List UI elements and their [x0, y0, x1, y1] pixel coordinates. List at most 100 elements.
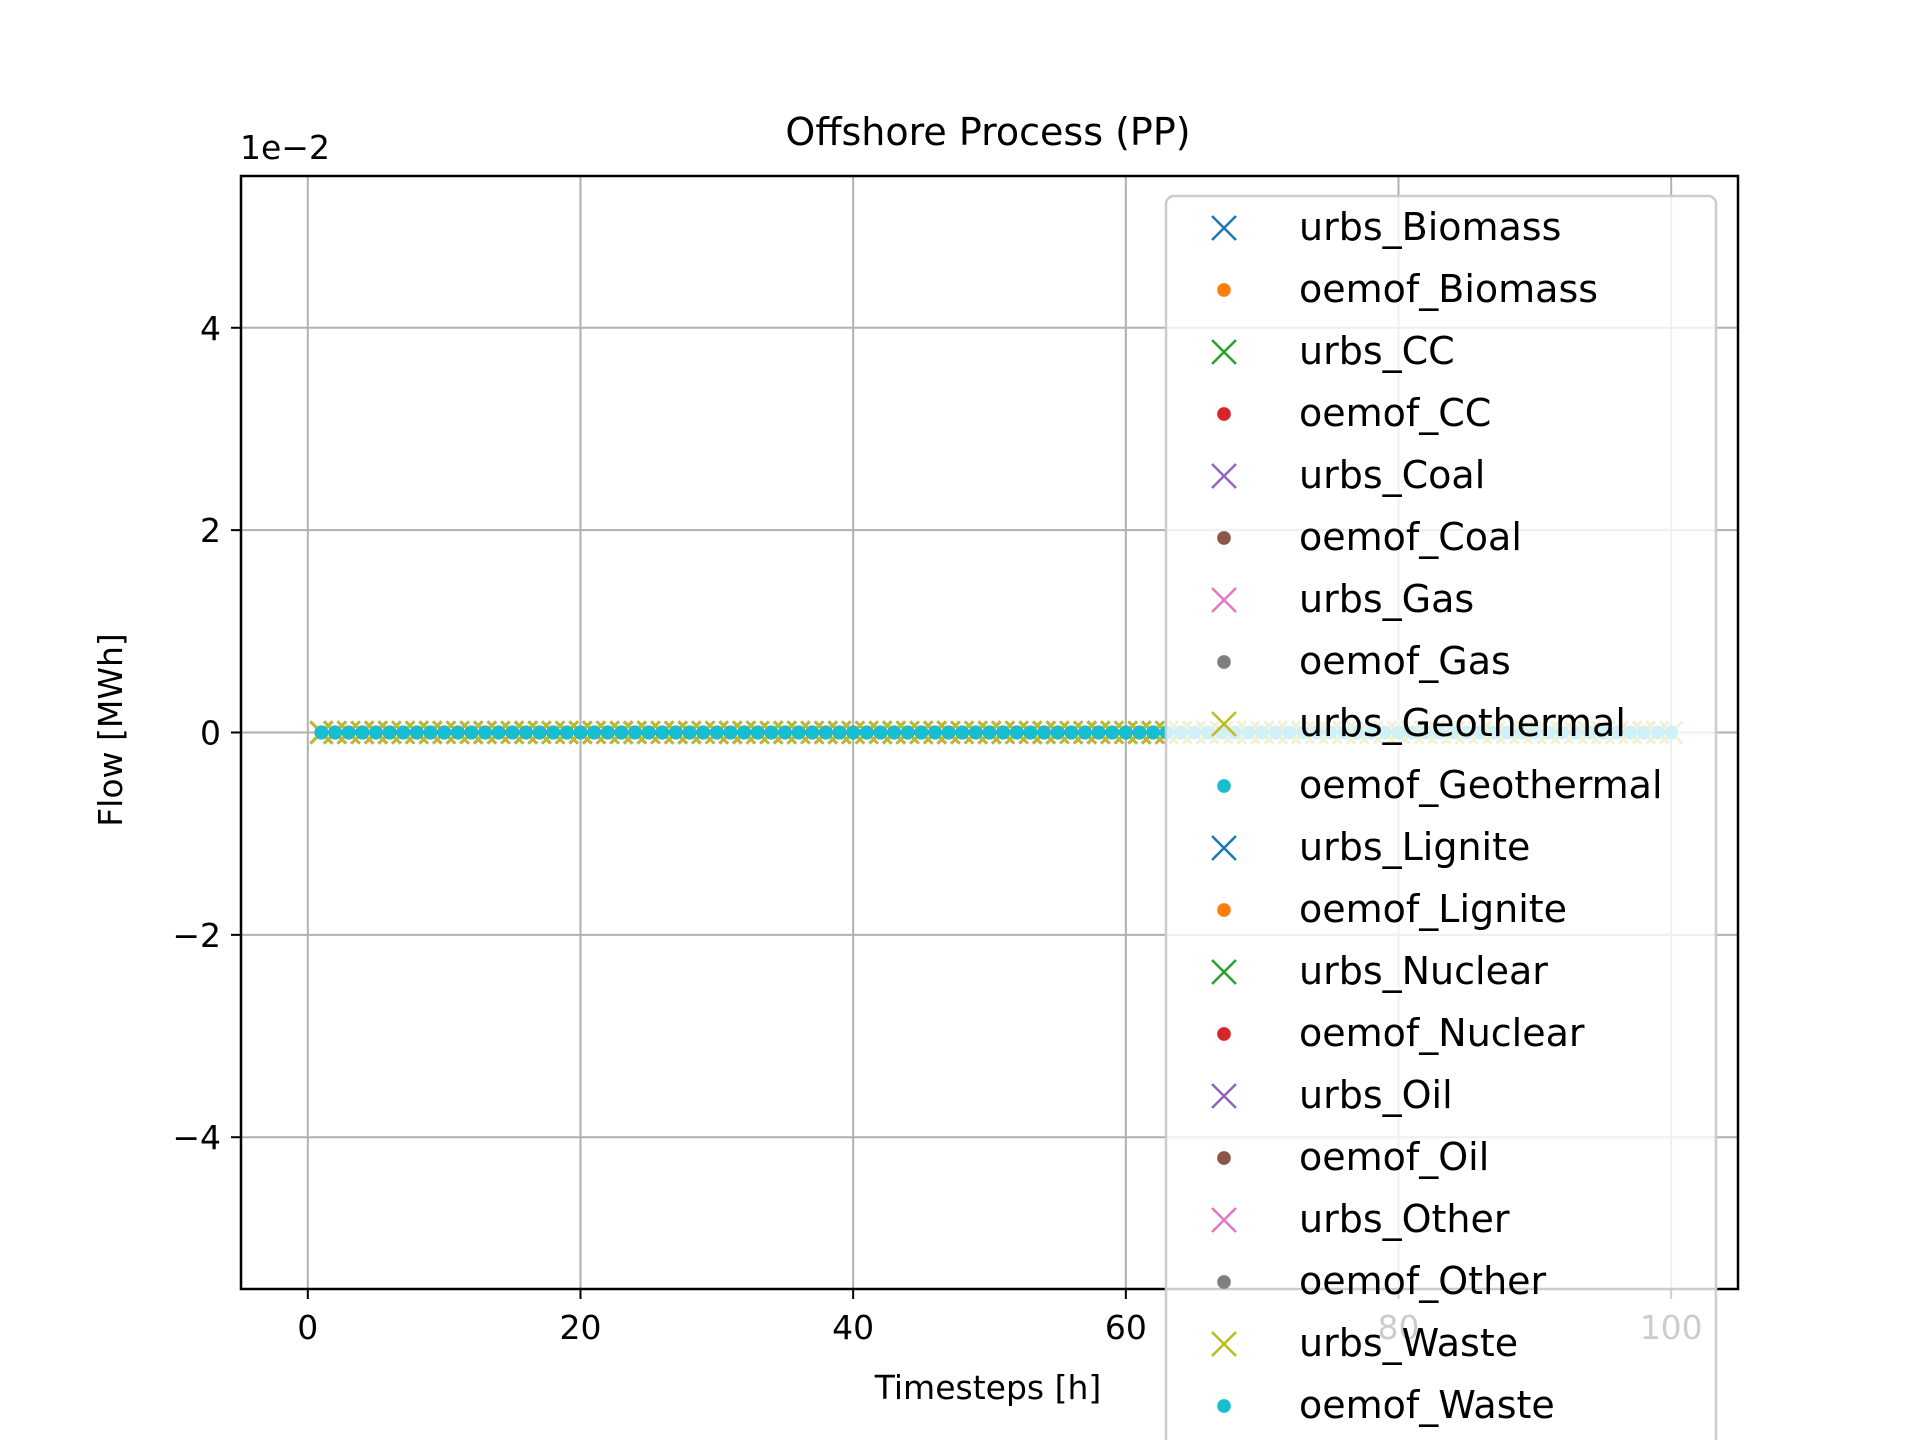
y-tick-label: 0 [200, 714, 221, 753]
y-tick-label: 4 [200, 309, 221, 348]
data-point [600, 725, 615, 740]
data-point [941, 725, 956, 740]
data-point [710, 725, 724, 740]
data-point [1037, 725, 1051, 740]
legend-label: urbs_Other [1299, 1197, 1510, 1241]
legend-label: urbs_Nuclear [1299, 949, 1548, 993]
data-point [655, 725, 670, 740]
data-point [1078, 725, 1092, 740]
data-point [1132, 725, 1147, 740]
data-point [778, 725, 792, 740]
data-point [846, 725, 860, 740]
data-point [314, 725, 329, 740]
legend-label: urbs_Lignite [1299, 825, 1530, 869]
data-point [832, 725, 847, 740]
data-point [423, 725, 438, 740]
data-point [900, 725, 915, 740]
data-point [587, 725, 601, 740]
y-offset-label: 1e−2 [240, 128, 330, 167]
legend: urbs_Biomass oemof_Biomass urbs_CC oemof_CC… [1164, 194, 1718, 1440]
data-point [982, 725, 997, 740]
legend-entry: oemof_Gas [1217, 639, 1511, 683]
data-point [1064, 725, 1079, 740]
data-point [1091, 725, 1106, 740]
legend-marker [1211, 711, 1237, 737]
data-point [382, 725, 397, 740]
legend-label: oemof_Waste [1299, 1383, 1555, 1427]
legend-entry: oemof_Biomass [1217, 267, 1598, 311]
data-point [737, 725, 751, 740]
data-point [764, 725, 779, 740]
legend-marker [1217, 1151, 1231, 1165]
data-point [887, 725, 901, 740]
data-point [628, 725, 642, 740]
legend-label: urbs_Oil [1299, 1073, 1453, 1117]
legend-entry: urbs_Other [1211, 1197, 1510, 1241]
data-point [955, 725, 970, 740]
chart-title: Offshore Process (PP) [785, 110, 1190, 154]
data-point [355, 725, 370, 740]
legend-entry: urbs_Waste [1211, 1321, 1518, 1365]
data-point [928, 725, 942, 740]
data-point [723, 725, 738, 740]
data-point [437, 725, 451, 740]
legend-label: urbs_Gas [1299, 577, 1474, 621]
x-tick-label: 20 [559, 1308, 601, 1347]
data-point [369, 725, 383, 740]
legend-marker [1217, 903, 1231, 917]
legend-marker [1211, 587, 1237, 613]
legend-entry: urbs_Oil [1211, 1073, 1453, 1117]
legend-label: urbs_Coal [1299, 453, 1485, 497]
x-tick-label: 40 [832, 1308, 874, 1347]
legend-label: oemof_Lignite [1299, 887, 1567, 931]
legend-marker [1217, 1399, 1231, 1413]
y-axis-label: Flow [MWh] [91, 633, 130, 827]
legend-label: oemof_Oil [1299, 1135, 1489, 1179]
data-point [328, 725, 342, 740]
data-point [1105, 725, 1120, 740]
legend-label: urbs_CC [1299, 329, 1455, 373]
legend-entry: oemof_Oil [1217, 1135, 1489, 1179]
data-point [791, 725, 806, 740]
legend-entry: urbs_Lignite [1211, 825, 1530, 869]
legend-label: oemof_Other [1299, 1259, 1547, 1303]
data-point [396, 725, 411, 740]
data-point [519, 725, 533, 740]
legend-marker [1211, 215, 1237, 241]
legend-entry: urbs_Coal [1211, 453, 1485, 497]
data-point [682, 725, 697, 740]
legend-label: oemof_Gas [1299, 639, 1511, 683]
data-point [969, 725, 983, 740]
data-point [546, 725, 561, 740]
data-point [450, 725, 465, 740]
legend-label: oemof_CC [1299, 391, 1491, 435]
legend-marker [1217, 1027, 1231, 1041]
legend-marker [1211, 339, 1237, 365]
data-point [1009, 725, 1024, 740]
data-point [532, 725, 547, 740]
data-point [669, 725, 683, 740]
data-point [1146, 725, 1160, 740]
legend-entry: urbs_Gas [1211, 577, 1474, 621]
legend-box [1164, 194, 1718, 1440]
legend-entry: oemof_Nuclear [1217, 1011, 1585, 1055]
data-point [560, 725, 574, 740]
legend-entry: oemof_Waste [1217, 1383, 1555, 1427]
data-point [491, 725, 506, 740]
x-axis-label: Timesteps [h] [874, 1368, 1102, 1407]
legend-entry: urbs_Biomass [1211, 205, 1561, 249]
legend-entry: oemof_CC [1217, 391, 1491, 435]
legend-marker [1211, 835, 1237, 861]
data-point [641, 725, 656, 740]
y-tick-label: −4 [172, 1118, 221, 1157]
legend-marker [1217, 1275, 1231, 1289]
data-point [573, 725, 588, 740]
data-point [819, 725, 833, 740]
legend-label: urbs_Geothermal [1299, 701, 1626, 745]
legend-marker [1217, 531, 1231, 545]
data-point [464, 725, 479, 740]
data-point [505, 725, 520, 740]
data-point [1023, 725, 1038, 740]
legend-entry: oemof_Lignite [1217, 887, 1567, 931]
